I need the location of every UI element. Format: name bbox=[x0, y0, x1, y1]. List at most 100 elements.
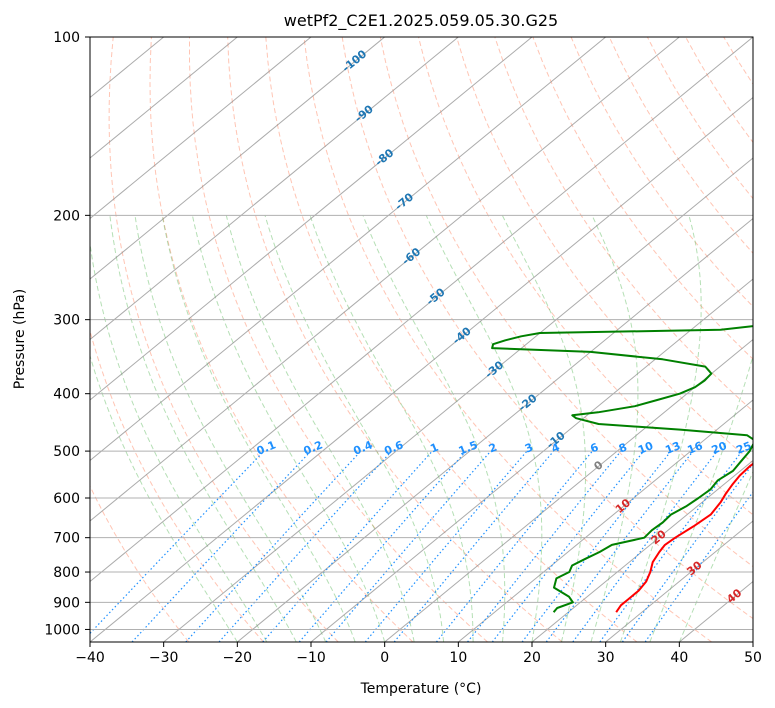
moist-adiabat bbox=[90, 240, 268, 642]
x-tick-label: 40 bbox=[670, 650, 688, 666]
mixing-ratio-label: 0.4 bbox=[352, 438, 375, 457]
mixing-ratio-line bbox=[599, 450, 743, 642]
moist-adiabat bbox=[264, 215, 445, 642]
isotherm bbox=[531, 459, 753, 642]
isotherm bbox=[90, 37, 680, 522]
isotherm bbox=[90, 37, 753, 583]
isotherm bbox=[752, 641, 753, 642]
y-tick-label: 200 bbox=[53, 208, 80, 224]
dry-adiabat bbox=[762, 37, 775, 642]
x-tick-label: 10 bbox=[449, 650, 467, 666]
mixing-ratio-line bbox=[435, 450, 593, 642]
dry-adiabat bbox=[685, 37, 753, 144]
x-axis-label: Temperature (°C) bbox=[360, 681, 482, 697]
dry-adiabat bbox=[90, 485, 190, 642]
y-tick-label: 800 bbox=[53, 565, 80, 581]
dry-adiabat bbox=[494, 37, 753, 412]
mixing-ratio-label: 1.5 bbox=[457, 438, 480, 457]
moist-adiabat bbox=[225, 215, 415, 642]
mixing-ratio-line bbox=[467, 450, 622, 642]
mixing-ratio-label: 0.1 bbox=[255, 438, 278, 457]
x-axis: −40 −30 −20 −10 0 10 20 30 40 50 bbox=[75, 642, 762, 666]
dry-adiabat bbox=[189, 37, 488, 642]
isotherm bbox=[237, 217, 753, 642]
isotherm bbox=[605, 520, 753, 642]
dry-adiabat bbox=[149, 37, 414, 642]
moist-adiabat bbox=[425, 215, 543, 642]
dry-adiabat bbox=[341, 37, 753, 620]
isotherm bbox=[90, 37, 385, 280]
mixing-ratio-line bbox=[393, 450, 555, 642]
isotherm bbox=[310, 278, 753, 642]
background-lines bbox=[90, 37, 775, 642]
isotherm bbox=[90, 96, 753, 642]
mixing-ratio-label: 6 bbox=[588, 440, 600, 455]
moist-adiabat bbox=[161, 215, 356, 642]
dry-adiabat bbox=[418, 37, 753, 516]
y-tick-label: 300 bbox=[53, 313, 80, 329]
dry-adiabat bbox=[379, 37, 753, 568]
x-tick-label: 30 bbox=[597, 650, 615, 666]
mixing-ratio-line bbox=[325, 450, 492, 642]
isotherm bbox=[163, 157, 753, 642]
y-tick-label: 900 bbox=[53, 595, 80, 611]
mixing-ratio-label: 16 bbox=[685, 439, 704, 457]
mixing-ratio-label: 20 bbox=[710, 439, 729, 457]
dry-adiabat bbox=[570, 37, 753, 308]
mixing-ratio-line bbox=[131, 450, 312, 642]
mixing-ratio-line bbox=[572, 450, 718, 642]
moist-adiabat bbox=[90, 354, 238, 642]
dry-adiabat bbox=[227, 37, 563, 642]
x-tick-label: −40 bbox=[75, 650, 105, 666]
y-tick-label: 100 bbox=[53, 30, 80, 46]
mixing-ratio-line bbox=[90, 450, 265, 635]
mixing-ratio-line bbox=[262, 450, 433, 642]
mixing-ratio-label: 13 bbox=[663, 439, 682, 457]
y-tick-label: 1000 bbox=[44, 622, 80, 638]
temperature-profile bbox=[615, 462, 753, 613]
x-tick-label: −10 bbox=[296, 650, 326, 666]
moist-adiabat bbox=[590, 215, 639, 642]
x-tick-label: 0 bbox=[380, 650, 389, 666]
chart-title: wetPf2_C2E1.2025.059.05.30.G25 bbox=[284, 11, 558, 31]
isotherm bbox=[90, 37, 312, 220]
moist-adiabat bbox=[134, 215, 327, 642]
y-tick-label: 700 bbox=[53, 531, 80, 547]
dry-adiabat bbox=[532, 37, 753, 360]
y-axis-label: Pressure (hPa) bbox=[12, 289, 28, 389]
y-tick-label: 400 bbox=[53, 387, 80, 403]
moist-adiabat bbox=[649, 354, 753, 642]
isotherm bbox=[90, 37, 533, 401]
dewpoint-profile bbox=[491, 325, 753, 613]
x-tick-label: 50 bbox=[744, 650, 762, 666]
mixing-ratio-label: 0.2 bbox=[302, 438, 325, 457]
mixing-ratio-line bbox=[644, 491, 753, 642]
dry-adiabat bbox=[265, 37, 638, 642]
mixing-ratio-label: 10 bbox=[636, 439, 655, 457]
moist-adiabat bbox=[678, 470, 753, 642]
mixing-ratio-line bbox=[185, 450, 362, 642]
mixing-ratio-label: 3 bbox=[523, 441, 535, 456]
mixing-ratio-label: 30 bbox=[755, 439, 774, 457]
mixing-ratio-label: 0.6 bbox=[382, 438, 405, 457]
profile-series bbox=[491, 325, 753, 613]
isotherm bbox=[679, 580, 753, 642]
moist-adiabat bbox=[619, 215, 702, 642]
isotherm bbox=[384, 338, 753, 642]
isotherm bbox=[90, 37, 606, 462]
mixing-ratio-line bbox=[364, 450, 528, 642]
mixing-ratio-label: 2 bbox=[487, 441, 499, 456]
mixing-ratio-line bbox=[621, 462, 753, 642]
y-tick-label: 500 bbox=[53, 444, 80, 460]
isotherm bbox=[458, 399, 753, 642]
plot-frame bbox=[89, 36, 754, 643]
isotherm bbox=[90, 37, 459, 341]
moist-adiabat bbox=[191, 215, 386, 642]
isotherm bbox=[90, 37, 238, 159]
dry-adiabat bbox=[723, 37, 753, 85]
mixing-ratio-line bbox=[218, 450, 393, 642]
y-axis: 100 200 300 400 500 600 700 800 900 1000 bbox=[44, 30, 90, 638]
moist-adiabat bbox=[109, 215, 297, 642]
dry-adiabat bbox=[456, 37, 753, 464]
mixing-ratio-line bbox=[545, 450, 694, 642]
